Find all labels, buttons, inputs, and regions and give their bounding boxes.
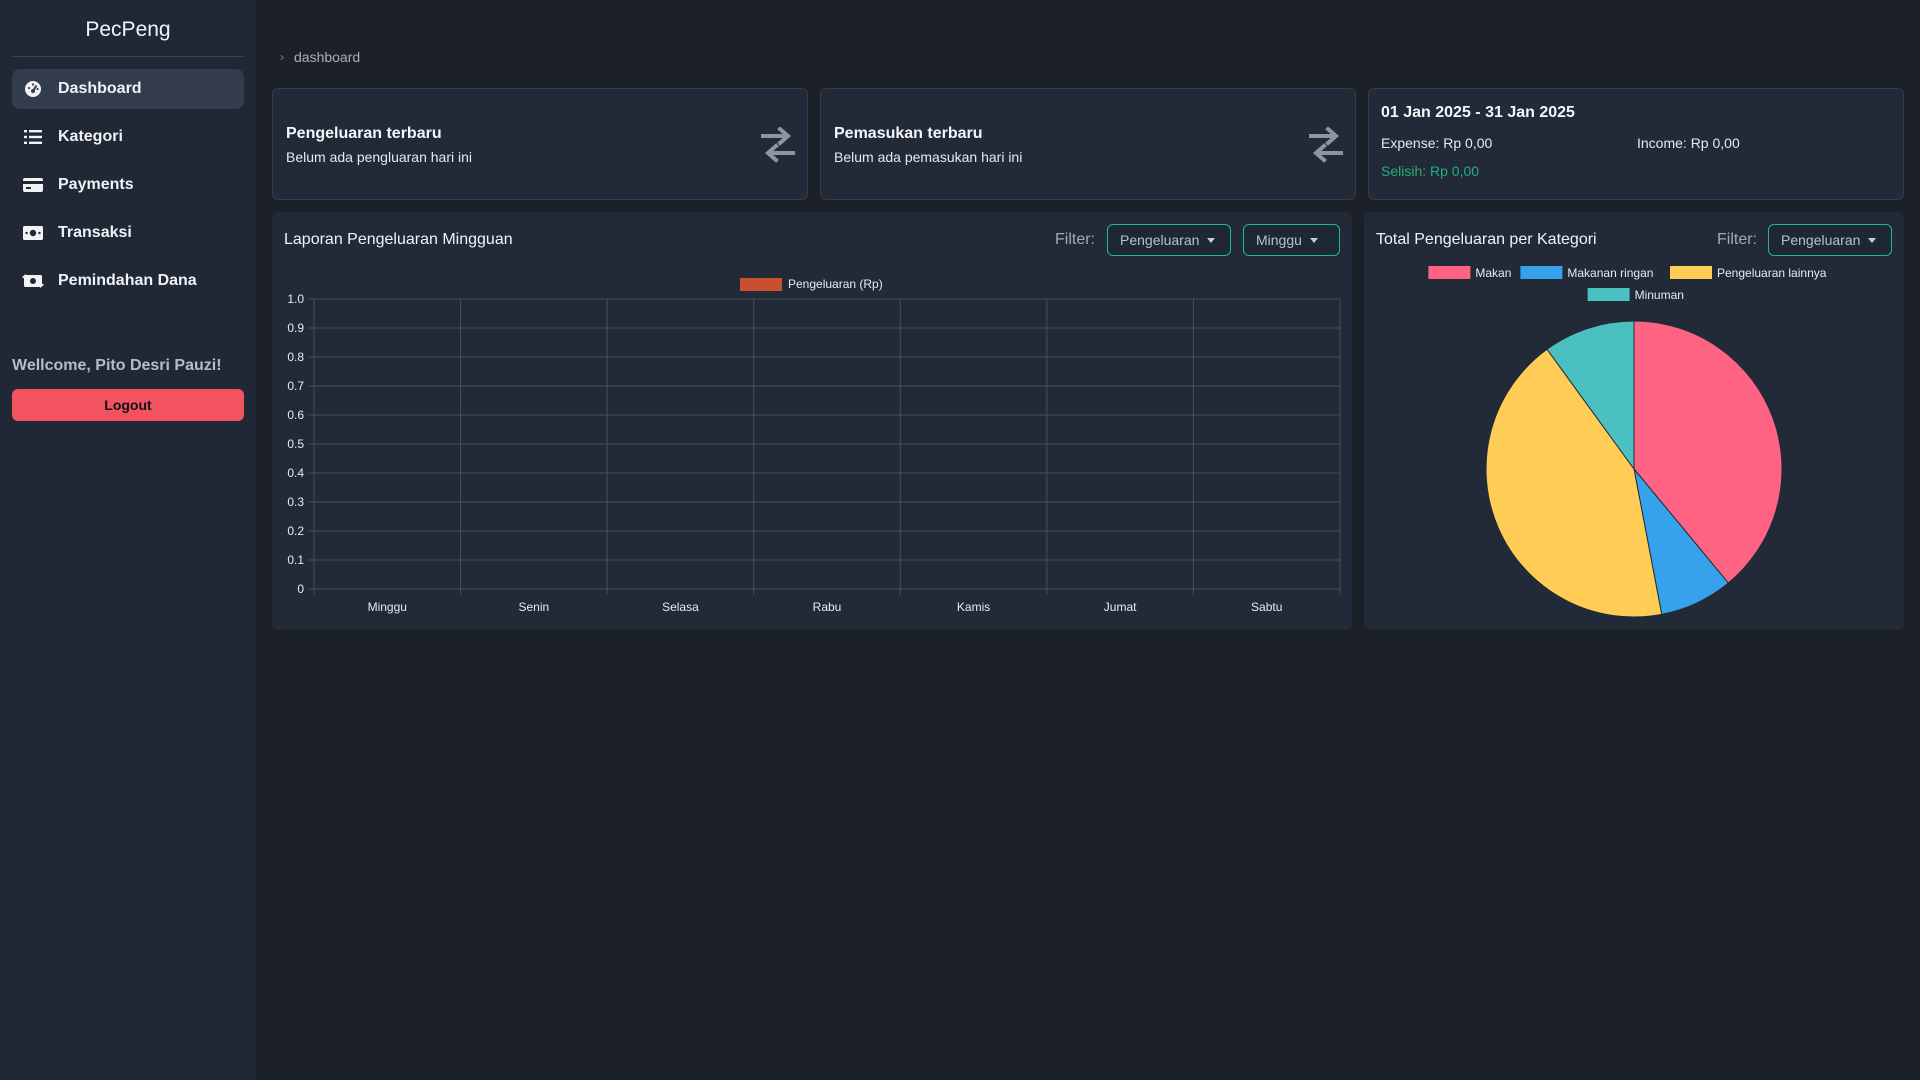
legend-swatch — [1670, 266, 1712, 279]
category-type-filter-dropdown[interactable]: Pengeluaran — [1768, 224, 1892, 256]
breadcrumb: › dashboard — [280, 49, 360, 65]
latest-income-title: Pemasukan terbaru — [834, 125, 983, 142]
filter-label: Filter: — [1055, 231, 1095, 248]
legend-label: Makanan ringan — [1567, 266, 1653, 280]
y-tick-label: 0.6 — [287, 408, 304, 422]
money-bill-icon — [20, 223, 46, 243]
pie-slice — [1546, 320, 1635, 471]
chart-legend: Pengeluaran (Rp) — [740, 277, 883, 291]
category-expense-panel: Total Pengeluaran per Kategori Filter: P… — [1364, 212, 1904, 630]
y-tick-label: 0.1 — [287, 553, 304, 567]
x-tick-label: Sabtu — [1251, 600, 1282, 614]
y-tick-label: 0.8 — [287, 350, 304, 364]
caret-down-icon — [1309, 237, 1318, 243]
sidebar-item-label: Kategori — [58, 128, 123, 145]
category-expense-title: Total Pengeluaran per Kategori — [1376, 231, 1597, 248]
latest-expense-card: Pengeluaran terbaru Belum ada pengluaran… — [272, 88, 808, 200]
sidebar-item-label: Transaksi — [58, 224, 132, 241]
sidebar-item-label: Payments — [58, 176, 134, 193]
type-filter-value: Pengeluaran — [1120, 232, 1200, 248]
y-tick-label: 0.7 — [287, 379, 304, 393]
chart-legend: Makan Makanan ringan Pengeluaran lainnya Mi… — [1428, 266, 1827, 302]
y-tick-label: 1.0 — [287, 292, 304, 306]
legend-label: Pengeluaran lainnya — [1717, 266, 1827, 280]
weekly-expense-panel: Laporan Pengeluaran Mingguan Filter: Pen… — [272, 212, 1352, 630]
chevron-right-icon: › — [280, 50, 284, 64]
y-tick-label: 0 — [297, 582, 304, 596]
x-tick-label: Minggu — [368, 600, 407, 614]
sidebar-item-dashboard[interactable]: Dashboard — [12, 69, 244, 109]
legend-label: Makan — [1475, 266, 1511, 280]
period-filter-value: Minggu — [1256, 232, 1302, 248]
legend-swatch — [1587, 288, 1630, 301]
sidebar: PecPeng Dashboard Kategori Payments Tran… — [0, 0, 256, 1080]
sidebar-item-kategori[interactable]: Kategori — [12, 117, 244, 157]
category-type-filter-value: Pengeluaran — [1781, 232, 1861, 248]
type-filter-dropdown[interactable]: Pengeluaran — [1107, 224, 1231, 256]
weekly-expense-chart: Pengeluaran (Rp) 0 0.1 0.2 0.3 0.4 0.5 0.6 0.7 0.… — [287, 277, 1341, 614]
y-tick-label: 0.9 — [287, 321, 304, 335]
app-brand: PecPeng — [12, 0, 244, 57]
weekly-expense-title: Laporan Pengeluaran Mingguan — [284, 231, 513, 248]
logout-button[interactable]: Logout — [12, 389, 244, 421]
exchange-arrows-icon — [1309, 127, 1343, 163]
x-tick-label: Jumat — [1104, 600, 1137, 614]
latest-income-card: Pemasukan terbaru Belum ada pemasukan ha… — [820, 88, 1356, 200]
sidebar-item-label: Dashboard — [58, 80, 142, 97]
legend-swatch — [740, 278, 782, 291]
summary-income: Income: Rp 0,00 — [1637, 135, 1740, 151]
welcome-message: Wellcome, Pito Desri Pauzi! — [12, 357, 222, 374]
sidebar-item-transaksi[interactable]: Transaksi — [12, 213, 244, 253]
legend-label: Minuman — [1635, 288, 1684, 302]
caret-down-icon — [1207, 237, 1216, 243]
list-icon — [20, 127, 46, 147]
summary-expense: Expense: Rp 0,00 — [1381, 135, 1493, 151]
summary-difference: Selisih: Rp 0,00 — [1381, 163, 1480, 179]
exchange-arrows-icon — [761, 127, 795, 163]
sidebar-item-pemindahan-dana[interactable]: Pemindahan Dana — [12, 261, 244, 301]
period-summary-card: 01 Jan 2025 - 31 Jan 2025 Expense: Rp 0,… — [1368, 88, 1904, 200]
period-range: 01 Jan 2025 - 31 Jan 2025 — [1381, 104, 1575, 121]
latest-expense-title: Pengeluaran terbaru — [286, 125, 442, 142]
legend-swatch — [1428, 266, 1471, 279]
x-tick-label: Kamis — [957, 600, 990, 614]
x-tick-label: Rabu — [813, 600, 842, 614]
filter-label: Filter: — [1717, 231, 1757, 248]
sidebar-item-label: Pemindahan Dana — [58, 272, 197, 289]
legend-swatch — [1520, 266, 1563, 279]
breadcrumb-current[interactable]: dashboard — [294, 49, 361, 65]
pie-slice — [1633, 320, 1783, 584]
money-transfer-icon — [20, 271, 46, 291]
legend-label: Pengeluaran (Rp) — [788, 277, 883, 291]
credit-card-icon — [20, 175, 46, 195]
period-filter-dropdown[interactable]: Minggu — [1243, 224, 1340, 256]
latest-expense-subtitle: Belum ada pengluaran hari ini — [286, 149, 473, 165]
pie-slice — [1485, 348, 1663, 618]
dashboard-gauge-icon — [20, 79, 46, 99]
sidebar-item-payments[interactable]: Payments — [12, 165, 244, 205]
y-tick-label: 0.3 — [287, 495, 304, 509]
y-tick-label: 0.5 — [287, 437, 304, 451]
y-tick-label: 0.4 — [287, 466, 304, 480]
x-tick-label: Senin — [519, 600, 550, 614]
caret-down-icon — [1868, 237, 1877, 243]
y-tick-label: 0.2 — [287, 524, 304, 538]
latest-income-subtitle: Belum ada pemasukan hari ini — [834, 149, 1023, 165]
x-tick-label: Selasa — [662, 600, 699, 614]
category-pie-chart: Makan Makanan ringan Pengeluaran lainnya Mi… — [1428, 266, 1827, 618]
